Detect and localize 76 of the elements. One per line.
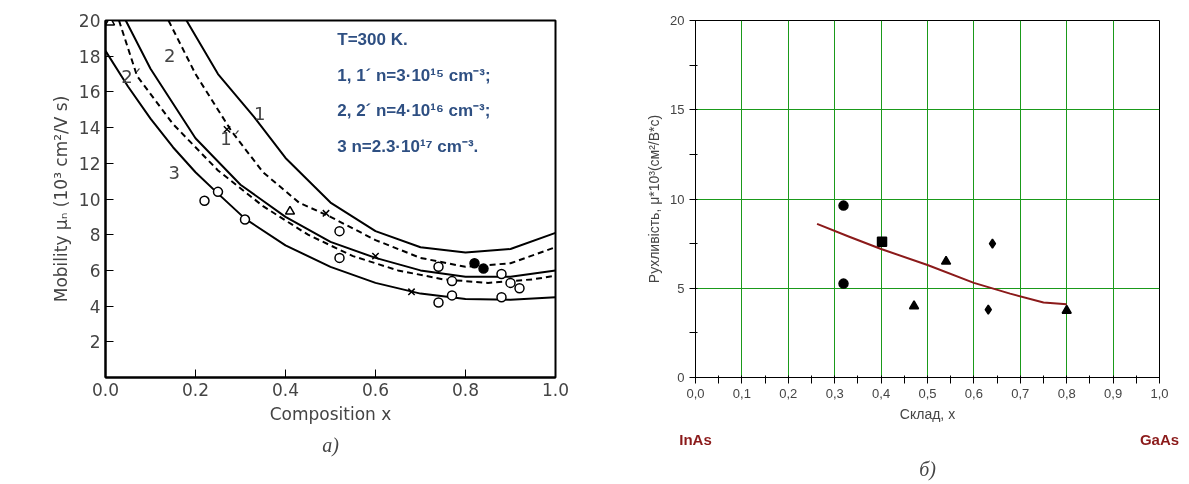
point [988,238,997,249]
point [984,304,993,315]
point [239,214,251,225]
point [505,277,516,289]
x-tick-label: 0.4 [271,379,300,400]
x-axis-title: Склад, x [899,405,956,422]
text: a) [322,433,340,457]
annotation: 2´ [121,65,142,87]
annotation: 2, 2´ n=4·10¹⁶ cm⁻³; [337,101,491,121]
y-tick-label: 4 [89,296,101,317]
point [407,287,416,296]
annotation: T=300 K. [337,30,408,50]
x-tick-label: 0.6 [361,379,390,400]
point [908,300,920,310]
x-tick-label: 1.0 [541,379,570,400]
x-tick-label: 0,5 [918,385,937,401]
point [469,258,480,269]
x-tick-label: 0,0 [686,385,705,401]
y-tick-label: 5 [677,280,685,296]
x-tick-label: 1,0 [1150,385,1169,401]
point [199,195,210,207]
y-tick-label: 10 [78,189,101,210]
text: GaAs [1139,430,1180,448]
point [433,297,444,308]
y-tick-label: 8 [89,225,101,246]
point [940,255,952,265]
point [876,236,888,248]
x-tick-label: 0,8 [1057,385,1076,401]
point [478,263,489,274]
x-tick-label: 0,3 [825,385,844,401]
y-tick-label: 2 [89,332,101,353]
point [838,278,849,289]
point [496,291,507,303]
y-tick-label: 16 [78,82,101,103]
y-axis-title: Mobility μₙ (10³ cm²/V s) [50,95,71,303]
y-tick-label: 6 [89,260,101,281]
point [284,205,296,215]
annotation: 3 n=2.3·10¹⁷ cm⁻³. [337,137,479,157]
y-tick-label: 20 [78,11,101,31]
point [1061,304,1072,314]
x-tick-label: 0,7 [1011,385,1030,401]
y-tick-label: 10 [670,191,685,207]
x-tick-label: 0.0 [91,379,120,400]
x-tick-label: 0.2 [181,379,210,400]
y-tick-label: 20 [670,13,685,28]
point [838,200,849,211]
point [334,252,345,264]
point [334,225,345,237]
y-axis-title: Рухливість, μ*10³(см²/В*с) [646,114,663,284]
x-tick-label: 0,6 [964,385,983,401]
annotation: 1, 1´ n=3·10¹⁵ cm⁻³; [337,65,491,85]
point [496,268,507,280]
text: б) [919,457,937,481]
point [446,275,458,287]
text: InAs [679,430,712,448]
x-tick-label: 0,1 [732,385,751,401]
annotation: 3 [168,162,180,184]
point [514,283,525,294]
point [446,290,458,301]
point [212,186,224,198]
annotation: 1 [254,103,266,125]
y-tick-label: 14 [78,118,101,139]
y-tick-label: 0 [677,370,685,385]
point [322,209,330,218]
x-tick-label: 0,9 [1104,385,1123,401]
annotation: 2 [164,44,176,66]
annotation: 1´ [220,128,241,150]
x-tick-label: 0,4 [872,385,891,401]
x-tick-label: 0.8 [451,379,480,400]
y-tick-label: 18 [78,46,101,67]
y-tick-label: 12 [78,153,101,174]
y-tick-label: 15 [670,102,685,118]
point [371,252,380,261]
x-tick-label: 0,2 [779,385,798,401]
point [433,261,444,273]
x-axis-title: Composition x [269,403,392,424]
